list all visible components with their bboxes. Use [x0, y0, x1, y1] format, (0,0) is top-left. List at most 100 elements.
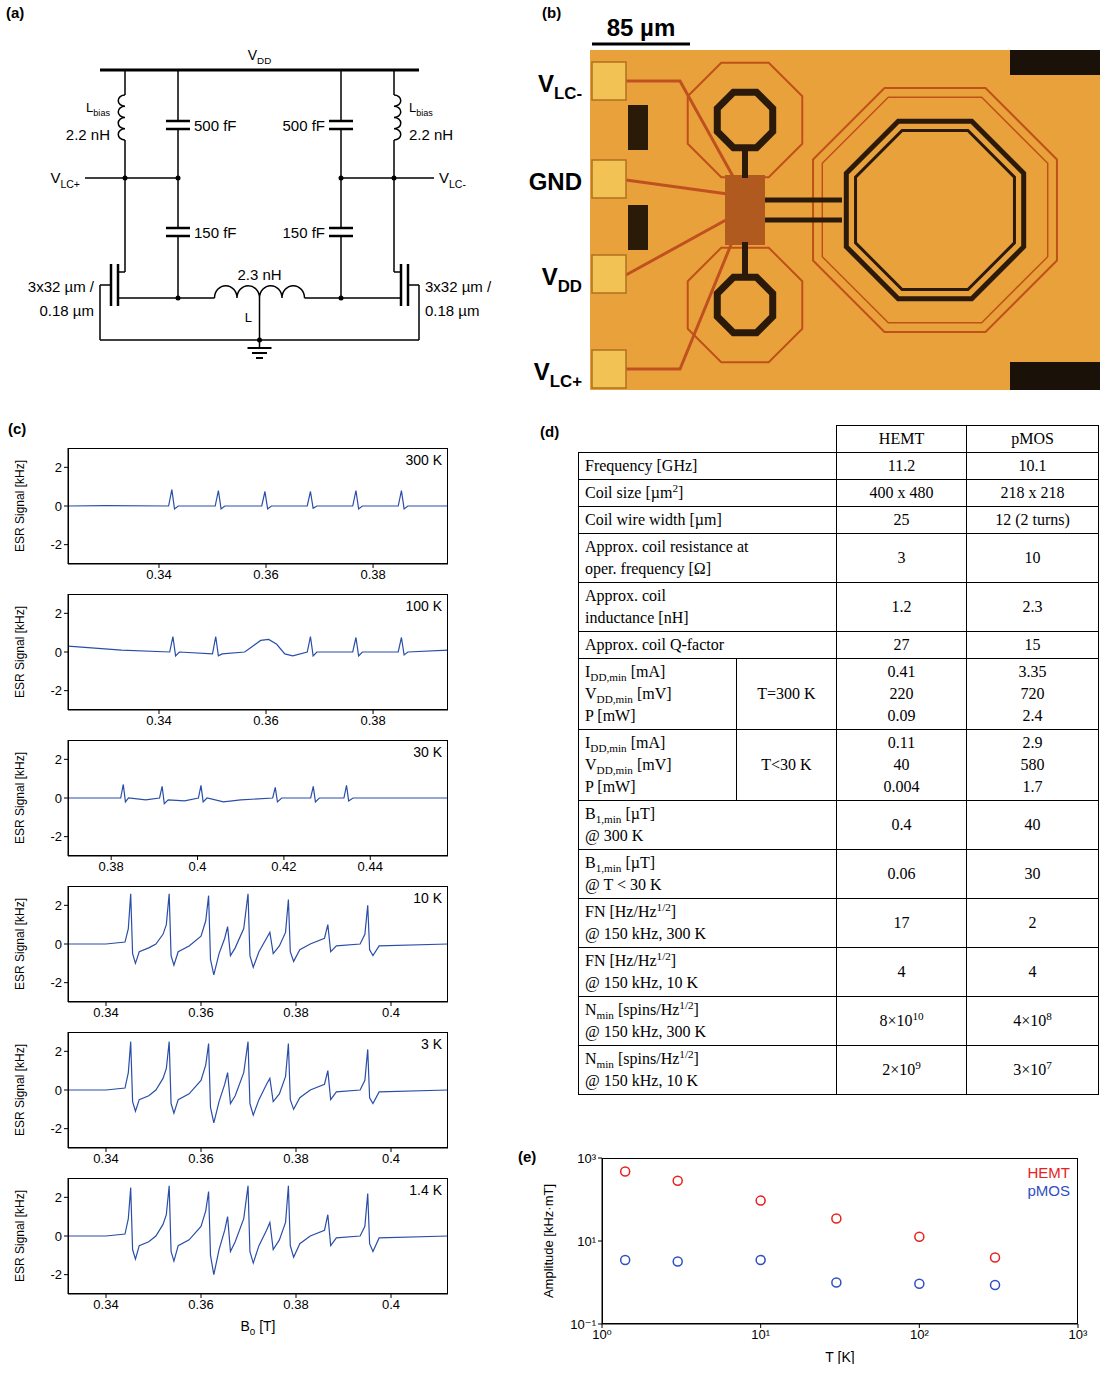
- svg-text:-2: -2: [50, 829, 62, 844]
- html-text:VDD,min[mV]: VDD,min[mV]: [585, 685, 672, 706]
- svg-text:Amplitude [kHz·mT]: Amplitude [kHz·mT]: [541, 1184, 556, 1298]
- html-text:IDD,min[mA]: IDD,min[mA]: [585, 734, 666, 755]
- html-text:Coil size [µm2]: Coil size [µm2]: [585, 481, 684, 501]
- svg-text:0.38: 0.38: [99, 859, 124, 874]
- svg-text:0.34: 0.34: [93, 1151, 118, 1166]
- svg-text:2: 2: [55, 898, 62, 913]
- svg-text:150 fF: 150 fF: [282, 224, 325, 241]
- svg-text:-2: -2: [50, 537, 62, 552]
- svg-text:ESR Signal [kHz]: ESR Signal [kHz]: [13, 1190, 27, 1282]
- svg-text:2.2 nH: 2.2 nH: [409, 126, 453, 143]
- svg-text:500 fF: 500 fF: [282, 117, 325, 134]
- svg-text:0.38: 0.38: [283, 1297, 308, 1312]
- svg-text:(b): (b): [542, 4, 561, 21]
- html-text:B1,min[µT]: B1,min[µT]: [585, 805, 656, 826]
- svg-text:VLC-: VLC-: [538, 70, 582, 103]
- svg-text:2: 2: [55, 1044, 62, 1059]
- svg-text:0.18 µm: 0.18 µm: [425, 302, 480, 319]
- svg-text:GND: GND: [529, 168, 582, 195]
- svg-text:0.38: 0.38: [283, 1005, 308, 1020]
- svg-text:0.38: 0.38: [283, 1151, 308, 1166]
- svg-text:0: 0: [55, 937, 62, 952]
- svg-text:10²: 10²: [910, 1327, 929, 1342]
- svg-text:VLC-: VLC-: [439, 169, 466, 190]
- html-text:400 x 480: 400 x 480: [869, 484, 934, 501]
- svg-text:ESR Signal [kHz]: ESR Signal [kHz]: [13, 460, 27, 552]
- html-text:FN [Hz/Hz1/2]: FN [Hz/Hz1/2]: [585, 949, 677, 969]
- svg-text:-2: -2: [50, 975, 62, 990]
- svg-text:10¹: 10¹: [751, 1327, 770, 1342]
- html-text:FN [Hz/Hz1/2]: FN [Hz/Hz1/2]: [585, 900, 677, 920]
- svg-text:0.4: 0.4: [382, 1151, 400, 1166]
- svg-text:500 fF: 500 fF: [194, 117, 237, 134]
- svg-text:VLC+: VLC+: [50, 169, 80, 190]
- html-text:Nmin[spins/Hz1/2]: Nmin[spins/Hz1/2]: [585, 1047, 699, 1071]
- svg-text:2: 2: [55, 752, 62, 767]
- html-text:10.1: 10.1: [1018, 457, 1047, 474]
- svg-text:VLC+: VLC+: [534, 358, 582, 391]
- svg-text:0.38: 0.38: [360, 567, 385, 582]
- svg-text:0.18 µm: 0.18 µm: [40, 302, 95, 319]
- svg-text:10⁻¹: 10⁻¹: [570, 1317, 596, 1332]
- html-text:Frequency [GHz]: Frequency [GHz]: [585, 457, 698, 474]
- html-text:Coil wire width [µm]: Coil wire width [µm]: [585, 511, 722, 528]
- html-text:(d): (d): [540, 423, 560, 440]
- svg-text:-2: -2: [50, 1267, 62, 1282]
- svg-text:Lbias: Lbias: [409, 100, 433, 118]
- svg-text:0.36: 0.36: [253, 713, 278, 728]
- html-text:pMOS: pMOS: [1011, 430, 1054, 447]
- svg-text:2.3 nH: 2.3 nH: [237, 266, 281, 283]
- svg-text:0: 0: [55, 1083, 62, 1098]
- svg-text:150 fF: 150 fF: [194, 224, 237, 241]
- svg-text:85 µm: 85 µm: [607, 14, 676, 41]
- svg-text:0: 0: [55, 1229, 62, 1244]
- svg-text:0.34: 0.34: [146, 713, 171, 728]
- svg-text:10³: 10³: [1069, 1327, 1088, 1342]
- svg-text:-2: -2: [50, 683, 62, 698]
- svg-text:0: 0: [55, 499, 62, 514]
- svg-text:10³: 10³: [577, 1151, 596, 1166]
- html-text:HEMT: HEMT: [878, 430, 925, 447]
- svg-text:0.34: 0.34: [93, 1005, 118, 1020]
- svg-text:L: L: [245, 310, 252, 325]
- html-text:(c): (c): [8, 420, 27, 437]
- svg-text:ESR Signal [kHz]: ESR Signal [kHz]: [13, 752, 27, 844]
- svg-text:0.34: 0.34: [146, 567, 171, 582]
- svg-text:0.38: 0.38: [360, 713, 385, 728]
- svg-text:0.4: 0.4: [189, 859, 207, 874]
- svg-text:3x32 µm /: 3x32 µm /: [28, 278, 95, 295]
- svg-text:0.4: 0.4: [382, 1005, 400, 1020]
- svg-text:2: 2: [55, 606, 62, 621]
- svg-text:2.2 nH: 2.2 nH: [66, 126, 110, 143]
- html-text:11.2: 11.2: [887, 457, 916, 474]
- svg-text:0.36: 0.36: [188, 1005, 213, 1020]
- html-text:B0[T]: B0[T]: [240, 1318, 276, 1337]
- svg-text:ESR Signal [kHz]: ESR Signal [kHz]: [13, 1044, 27, 1136]
- svg-text:3x32 µm /: 3x32 µm /: [425, 278, 492, 295]
- svg-text:0: 0: [55, 791, 62, 806]
- svg-text:VDD: VDD: [542, 263, 582, 296]
- svg-text:0.44: 0.44: [358, 859, 383, 874]
- svg-text:(a): (a): [6, 4, 24, 21]
- svg-text:10¹: 10¹: [577, 1234, 596, 1249]
- svg-text:0.34: 0.34: [93, 1297, 118, 1312]
- svg-text:0: 0: [55, 645, 62, 660]
- svg-text:0.36: 0.36: [188, 1151, 213, 1166]
- html-text:IDD,min[mA]: IDD,min[mA]: [585, 663, 666, 684]
- svg-text:T [K]: T [K]: [825, 1349, 854, 1364]
- svg-text:0.36: 0.36: [188, 1297, 213, 1312]
- svg-text:0.36: 0.36: [253, 567, 278, 582]
- html-text:B1,min[µT]: B1,min[µT]: [585, 854, 656, 875]
- svg-text:Lbias: Lbias: [86, 100, 110, 118]
- svg-text:0.42: 0.42: [271, 859, 296, 874]
- svg-text:0.4: 0.4: [382, 1297, 400, 1312]
- html-text:VDD,min[mV]: VDD,min[mV]: [585, 756, 672, 777]
- svg-text:2: 2: [55, 1190, 62, 1205]
- svg-text:2: 2: [55, 460, 62, 475]
- svg-text:ESR Signal [kHz]: ESR Signal [kHz]: [13, 606, 27, 698]
- html-text:Nmin[spins/Hz1/2]: Nmin[spins/Hz1/2]: [585, 998, 699, 1022]
- html-text:218 x 218: 218 x 218: [1000, 484, 1065, 501]
- svg-text:-2: -2: [50, 1121, 62, 1136]
- svg-text:VDD: VDD: [248, 47, 272, 66]
- svg-text:ESR Signal [kHz]: ESR Signal [kHz]: [13, 898, 27, 990]
